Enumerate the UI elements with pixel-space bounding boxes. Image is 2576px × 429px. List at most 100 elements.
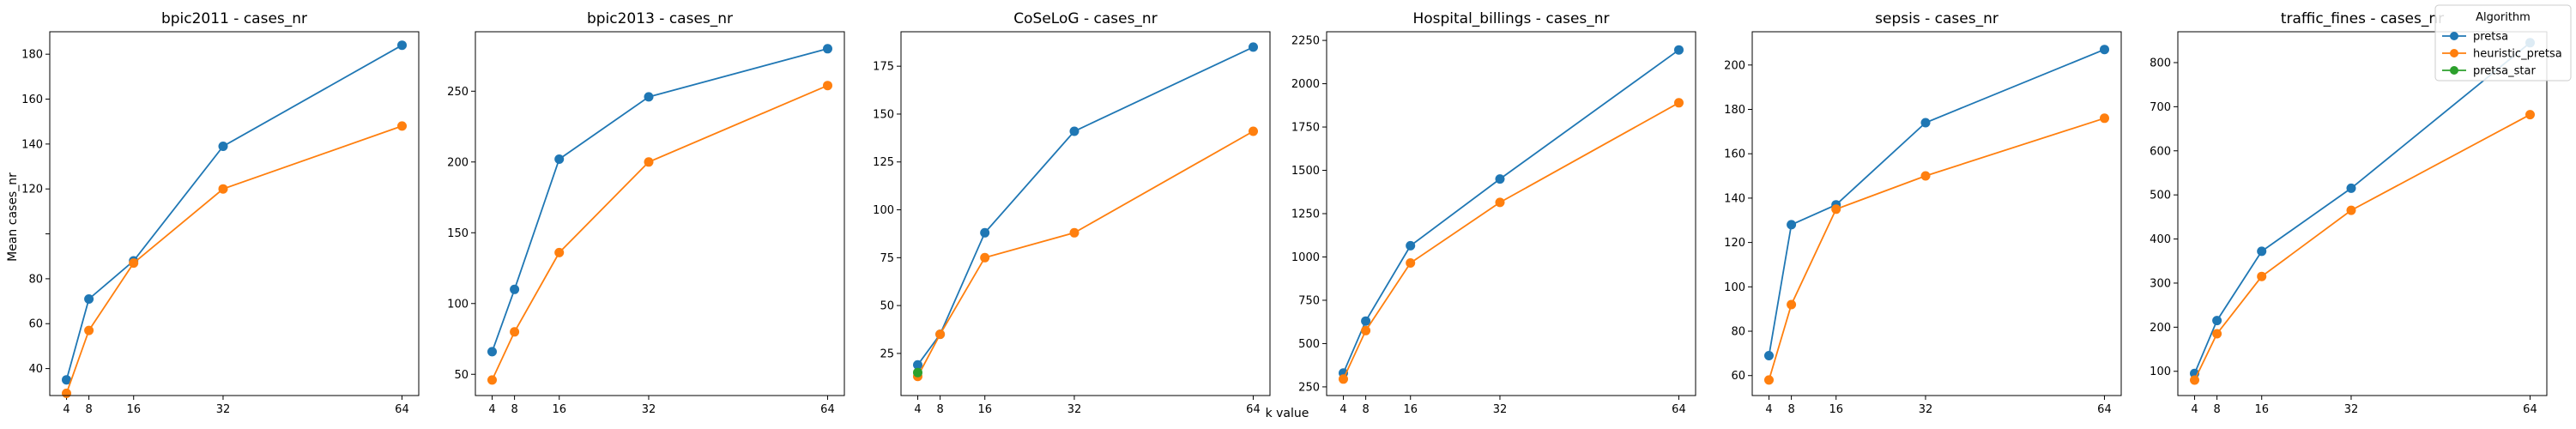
subplot-title: sepsis - cases_nr [1875,10,1999,27]
legend: Algorithm pretsa heuristic_pretsa pretsa_s… [2434,4,2572,82]
x-tick-label: 32 [1919,403,1933,416]
y-tick-label: 140 [21,138,43,151]
data-point [1495,174,1505,184]
data-point [1406,240,1416,251]
data-point [980,252,990,263]
series-heuristic-pretsa [1339,98,1684,384]
data-point [1249,42,1258,52]
legend-marker [2450,49,2458,57]
data-point [1920,118,1931,128]
data-point [2257,246,2267,257]
data-point [1069,227,1079,238]
subplot-coselog: CoSeLoG - cases_nr 4 8 16 32 64 25 50 75 100 125 15… [873,10,1271,416]
x-tick-label: 64 [1672,403,1686,416]
y-tick-label: 160 [21,94,43,106]
x-tick-label: 32 [642,403,656,416]
data-point [397,40,407,51]
y-tick-label: 175 [873,61,894,74]
subplot-title: bpic2013 - cases_nr [587,10,733,27]
y-tick-label: 250 [447,86,469,99]
data-point [1361,316,1371,326]
y-tick-label: 180 [1724,104,1745,117]
x-tick-label: 4 [488,403,495,416]
y-tick-label: 2000 [1291,78,1320,91]
x-tick-label: 32 [216,403,231,416]
legend-title: Algorithm [2476,11,2531,24]
data-point [487,375,497,385]
y-tick-label: 80 [28,273,43,286]
x-tick-label: 8 [936,403,943,416]
data-point [84,294,94,304]
y-tick-label: 1000 [1291,251,1320,264]
x-tick-label: 8 [511,403,517,416]
x-tick-label: 4 [1765,403,1772,416]
legend-frame [2434,4,2572,82]
x-tick-label: 8 [1787,403,1794,416]
legend-label: pretsa [2473,31,2508,44]
plot-frame [900,31,1271,396]
data-point [218,184,228,194]
y-tick-label: 100 [447,298,469,311]
y-tick-label: 1750 [1291,122,1320,135]
data-point [935,329,946,340]
y-tick-label: 800 [2150,57,2171,69]
data-point [2346,205,2356,215]
series-heuristic-pretsa [1764,113,2109,385]
subplot-title: CoSeLoG - cases_nr [1013,10,1157,27]
data-point [644,157,654,167]
y-tick-label: 600 [2150,145,2171,158]
data-point [2100,45,2109,55]
x-tick-label: 16 [1829,403,1843,416]
data-point [823,44,832,54]
y-tick-label: 120 [1724,237,1745,250]
legend-marker [2450,66,2458,75]
x-axis-label: k value [1266,407,1309,420]
subplot-traffic-fines: traffic_fines - cases_nr 4 8 16 32 64 100 200 30… [2150,10,2548,416]
x-tick-label: 64 [1246,403,1261,416]
data-point [913,367,922,378]
data-point [1249,126,1258,136]
x-tick-label: 16 [126,403,141,416]
data-point [2212,329,2222,339]
y-tick-label: 1250 [1291,208,1320,221]
legend-entry-pretsa-star: pretsa_star [2442,65,2536,78]
data-point [980,227,990,238]
x-tick-label: 4 [2191,403,2198,416]
data-point [2525,110,2535,120]
x-tick-label: 64 [820,403,835,416]
y-tick-label: 40 [28,363,43,376]
x-tick-label: 4 [63,403,70,416]
data-point [1787,299,1797,310]
y-tick-label: 500 [1298,338,1320,351]
y-tick-label: 150 [873,108,894,121]
x-tick-label: 32 [1067,403,1082,416]
plot-frame [49,31,420,396]
data-point [823,81,832,91]
x-tick-label: 16 [977,403,992,416]
y-tick-label: 2250 [1291,35,1320,48]
x-tick-label: 16 [2254,403,2269,416]
y-tick-label: 750 [1298,294,1320,307]
x-tick-label: 4 [1339,403,1346,416]
data-point [510,327,520,337]
legend-label: heuristic_pretsa [2473,48,2562,61]
subplot-title: bpic2011 - cases_nr [161,10,307,27]
data-point [487,347,497,357]
data-point [1361,325,1371,335]
legend-entry-pretsa: pretsa [2442,31,2508,44]
series-heuristic-pretsa [2190,110,2535,385]
data-point [1764,351,1774,360]
x-tick-label: 16 [552,403,566,416]
y-tick-label: 50 [454,369,469,382]
y-tick-label: 180 [21,49,43,62]
data-point [1831,204,1841,214]
y-tick-label: 140 [1724,192,1745,205]
y-tick-label: 160 [1724,148,1745,161]
x-tick-label: 64 [2097,403,2112,416]
data-point [1674,45,1684,55]
data-point [62,375,71,385]
y-tick-label: 60 [28,318,43,331]
y-tick-label: 1500 [1291,165,1320,178]
